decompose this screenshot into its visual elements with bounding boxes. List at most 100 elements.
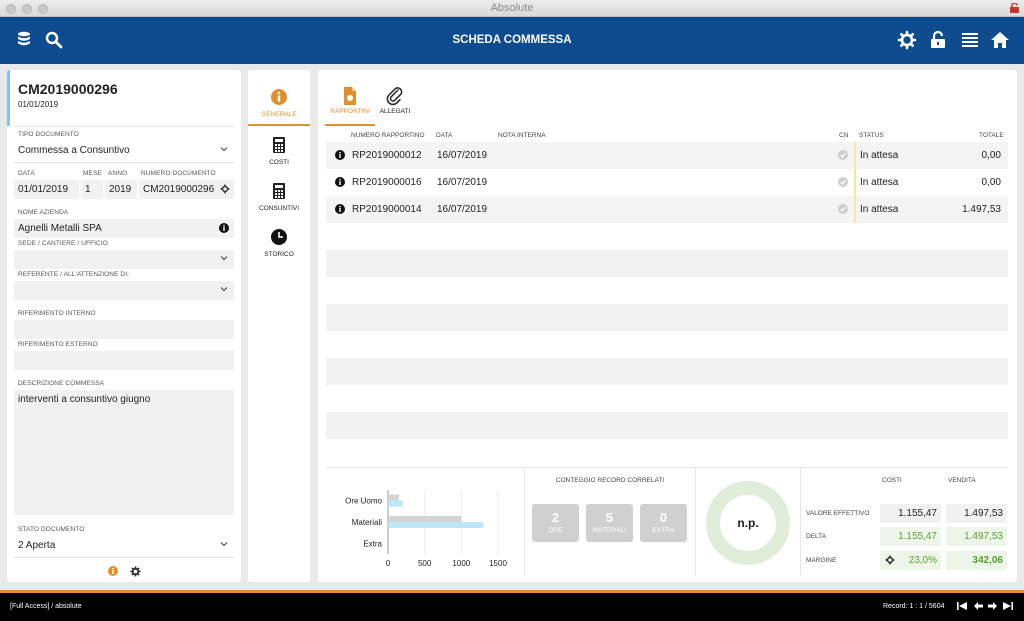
- sede-select[interactable]: [14, 250, 234, 269]
- referente-select[interactable]: [14, 281, 234, 300]
- riferimento-esterno-field[interactable]: [14, 351, 234, 370]
- first-record-icon[interactable]: [957, 601, 967, 613]
- category-label: Ore Uomo: [345, 497, 382, 506]
- mese-field[interactable]: 1: [81, 180, 103, 199]
- search-icon[interactable]: [44, 30, 64, 50]
- gear-icon[interactable]: [885, 555, 895, 565]
- nav-consuntivi[interactable]: CONSUNTIVI: [248, 176, 310, 220]
- table-row-empty: [326, 223, 1008, 250]
- close-window-button[interactable]: [6, 4, 16, 14]
- divider: [524, 468, 525, 576]
- col-totale: TOTALE: [979, 132, 1004, 139]
- section-nav: GENERALE COSTI CONSUNTIVI STORICO: [248, 70, 310, 582]
- info-icon[interactable]: [335, 177, 345, 190]
- anno-field[interactable]: 2019: [105, 180, 137, 199]
- accent-line: [0, 590, 1024, 593]
- descrizione-label: DESCRIZIONE COMMESSA: [18, 380, 105, 387]
- nav-label: COSTI: [269, 159, 289, 166]
- record-counter: Record: 1 : 1 / 5604: [883, 603, 945, 610]
- counter-label: ORE: [548, 527, 563, 534]
- valore-effettivo-label: VALORE EFFETTIVO: [806, 510, 870, 517]
- gear-icon[interactable]: [897, 30, 917, 50]
- last-record-icon[interactable]: [1003, 601, 1013, 613]
- calculator-icon: [270, 136, 288, 154]
- col-data: DATA: [436, 132, 453, 139]
- x-tick-label: 0: [386, 559, 391, 568]
- nome-azienda-value: Agnelli Metalli SPA: [18, 223, 102, 234]
- nav-costi[interactable]: COSTI: [248, 130, 310, 174]
- info-icon[interactable]: [108, 566, 118, 576]
- lock-icon[interactable]: [928, 30, 948, 50]
- gear-icon[interactable]: [130, 566, 141, 577]
- table-row[interactable]: RP2019000016 16/07/2019 In attesa 0,00: [326, 169, 1008, 196]
- previous-record-icon[interactable]: [973, 601, 983, 613]
- counter-ore[interactable]: 2 ORE: [532, 504, 579, 542]
- numero-documento-field[interactable]: CM2019000296: [139, 180, 234, 199]
- document-date: 01/01/2019: [18, 100, 59, 109]
- counter-value: 2: [551, 510, 560, 525]
- table-row-empty: [326, 385, 1008, 412]
- chevron-down-icon: [220, 145, 228, 153]
- x-tick-label: 1500: [489, 559, 507, 568]
- mese-label: MESE: [83, 170, 102, 177]
- info-icon[interactable]: [219, 223, 229, 233]
- cell-data: 16/07/2019: [437, 204, 488, 215]
- check-circle-icon: [838, 177, 848, 190]
- nav-storico[interactable]: STORICO: [248, 222, 310, 266]
- donut-label: n.p.: [737, 516, 759, 530]
- divider: [695, 468, 696, 576]
- tipo-documento-value: Commessa a Consuntivo: [18, 145, 130, 156]
- col-status: STATUS: [859, 132, 884, 139]
- descrizione-textarea[interactable]: interventi a consuntivo giugno: [14, 390, 234, 515]
- home-icon[interactable]: [990, 30, 1010, 50]
- table-row-empty: [326, 412, 1008, 439]
- divider: [800, 468, 801, 576]
- tipo-documento-select[interactable]: Commessa a Consuntivo: [14, 141, 234, 160]
- delta-label: DELTA: [806, 533, 826, 540]
- anno-label: ANNO: [108, 170, 128, 177]
- gear-icon[interactable]: [220, 184, 230, 194]
- minimize-window-button[interactable]: [22, 4, 32, 14]
- window-title: Absolute: [490, 2, 534, 14]
- col-nota-interna: NOTA INTERNA: [498, 132, 546, 139]
- col-vendita-header: VENDITA: [948, 477, 976, 484]
- zoom-window-button[interactable]: [38, 4, 48, 14]
- riferimento-interno-field[interactable]: [14, 320, 234, 339]
- riferimento-interno-label: RIFERIMENTO INTERNO: [18, 310, 96, 317]
- stato-label: STATO DOCUMENTO: [18, 526, 85, 533]
- info-icon[interactable]: [335, 150, 345, 163]
- chevron-down-icon: [220, 285, 228, 293]
- database-icon[interactable]: [14, 30, 34, 50]
- next-record-icon[interactable]: [988, 601, 998, 613]
- nav-generale[interactable]: GENERALE: [248, 82, 310, 126]
- table-row-empty: [326, 277, 1008, 304]
- tab-allegati[interactable]: ALLEGATI: [375, 76, 415, 126]
- document-code: CM2019000296: [18, 81, 118, 97]
- panel-footer: [7, 566, 241, 578]
- nome-azienda-field[interactable]: Agnelli Metalli SPA: [14, 219, 234, 238]
- unlock-icon[interactable]: [1010, 2, 1019, 13]
- counter-value: 0: [659, 510, 668, 525]
- cell-numero: RP2019000012: [352, 150, 422, 161]
- data-field[interactable]: 01/01/2019: [14, 180, 79, 199]
- stato-value: 2 Aperta: [18, 540, 56, 551]
- calculator-icon: [270, 182, 288, 200]
- table-row[interactable]: RP2019000012 16/07/2019 In attesa 0,00: [326, 142, 1008, 169]
- info-icon[interactable]: [335, 204, 345, 217]
- cell-data: 16/07/2019: [437, 177, 488, 188]
- nav-label: GENERALE: [261, 111, 297, 118]
- category-label: Extra: [363, 539, 382, 548]
- counter-materiali[interactable]: 5 MATERIALI: [586, 504, 633, 542]
- bar: [388, 500, 403, 507]
- delta-costi: 1.155,47: [880, 527, 941, 546]
- table-row-empty: [326, 331, 1008, 358]
- status-marker: [854, 196, 856, 223]
- counter-extra[interactable]: 0 EXTRA: [640, 504, 687, 542]
- divider: [14, 162, 234, 163]
- cell-status: In attesa: [860, 150, 899, 161]
- document-icon: [341, 86, 359, 106]
- list-icon[interactable]: [960, 30, 980, 50]
- table-row[interactable]: RP2019000014 16/07/2019 In attesa 1.497,…: [326, 196, 1008, 223]
- stato-select[interactable]: 2 Aperta: [14, 536, 234, 555]
- tab-rapportini[interactable]: RAPPORTINI: [325, 76, 375, 126]
